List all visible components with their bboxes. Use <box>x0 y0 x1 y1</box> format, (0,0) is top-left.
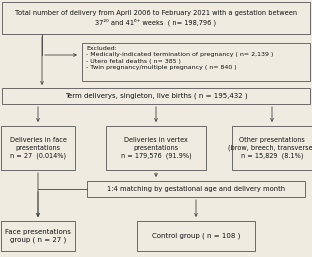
Text: Face presentations
group ( n = 27 ): Face presentations group ( n = 27 ) <box>5 229 71 243</box>
Text: Deliveries in face
presentations
n = 27  (0.014%): Deliveries in face presentations n = 27 … <box>10 137 66 159</box>
Bar <box>2 88 310 104</box>
Bar <box>87 181 305 197</box>
Bar <box>137 221 255 251</box>
Bar <box>1 126 75 170</box>
Bar <box>106 126 206 170</box>
Bar <box>2 2 310 34</box>
Text: Total number of delivery from April 2006 to February 2021 with a gestation betwe: Total number of delivery from April 2006… <box>15 10 297 26</box>
Text: Excluded:
- Medically-indicated termination of pregnancy ( n= 2,139 )
- Utero fe: Excluded: - Medically-indicated terminat… <box>86 46 273 70</box>
Text: Other presentations
(brow, breech, transverse)
n = 15,829  (8.1%): Other presentations (brow, breech, trans… <box>228 137 312 159</box>
Text: Deliveries in vertex
presentations
n = 179,576  (91.9%): Deliveries in vertex presentations n = 1… <box>121 137 191 159</box>
Text: Control group ( n = 108 ): Control group ( n = 108 ) <box>152 233 240 239</box>
Bar <box>82 43 310 81</box>
Bar <box>1 221 75 251</box>
Bar <box>232 126 312 170</box>
Text: 1:4 matching by gestational age and delivery month: 1:4 matching by gestational age and deli… <box>107 186 285 192</box>
Text: Term deliverys, singleton, live births ( n = 195,432 ): Term deliverys, singleton, live births (… <box>65 93 247 99</box>
